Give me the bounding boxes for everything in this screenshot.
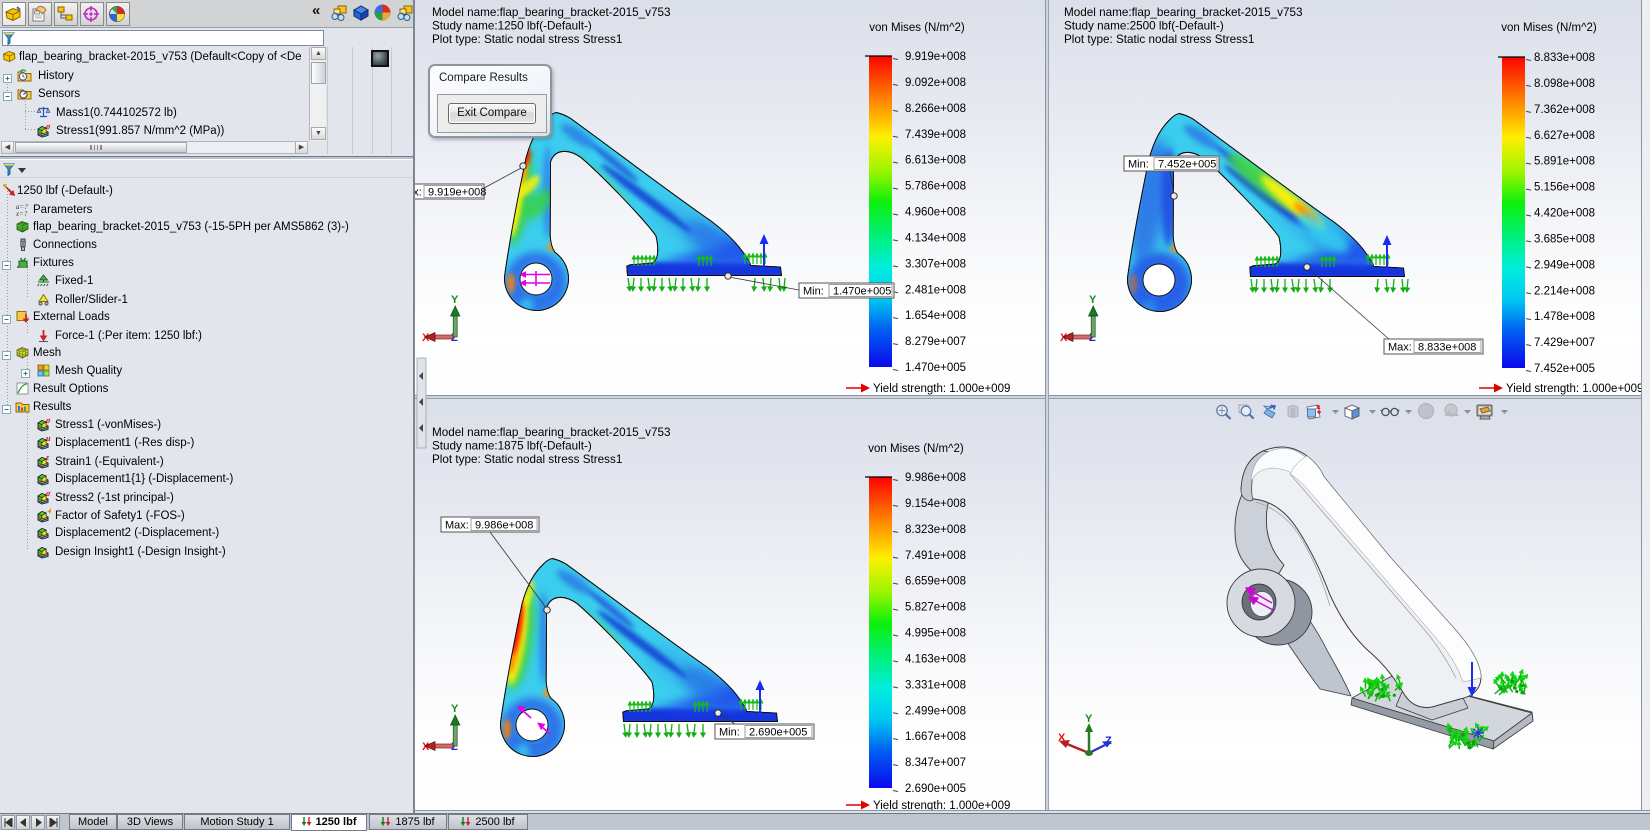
svg-text:Max:: Max: [1388, 342, 1412, 354]
svg-text:Min:: Min: [719, 727, 740, 739]
svg-text:Plot type: Static nodal stress: Plot type: Static nodal stress Stress1 [432, 453, 622, 466]
svg-text:9.154e+008: 9.154e+008 [905, 498, 966, 510]
svg-text:7.452e+005: 7.452e+005 [1158, 159, 1216, 171]
svg-text:9.092e+008: 9.092e+008 [905, 77, 966, 89]
svg-text:9.919e+008: 9.919e+008 [905, 51, 966, 63]
svg-text:6.659e+008: 6.659e+008 [905, 576, 966, 588]
svg-text:2.690e+005: 2.690e+005 [905, 783, 966, 795]
svg-text:7.429e+007: 7.429e+007 [1534, 337, 1595, 349]
svg-text:8.323e+008: 8.323e+008 [905, 524, 966, 536]
svg-text:8.279e+007: 8.279e+007 [905, 336, 966, 348]
svg-text:Y: Y [451, 294, 459, 306]
svg-text:1.470e+005: 1.470e+005 [905, 362, 966, 374]
svg-text:3.685e+008: 3.685e+008 [1534, 233, 1595, 245]
svg-text:Min:: Min: [803, 286, 824, 298]
svg-text:Study name:1875 lbf(-Default-): Study name:1875 lbf(-Default-) [432, 440, 592, 453]
svg-text:Yield strength: 1.000e+009: Yield strength: 1.000e+009 [873, 383, 1010, 395]
svg-text:3.307e+008: 3.307e+008 [905, 258, 966, 270]
svg-text:2.481e+008: 2.481e+008 [905, 284, 966, 296]
svg-text:1.667e+008: 1.667e+008 [905, 731, 966, 743]
svg-text:Study name:2500 lbf(-Default-): Study name:2500 lbf(-Default-) [1064, 20, 1224, 33]
svg-text:σ: σ [46, 417, 51, 425]
svg-text:8.833e+008: 8.833e+008 [1534, 52, 1595, 64]
svg-text:Model name:flap_bearing_bracke: Model name:flap_bearing_bracket-2015_v75… [432, 426, 670, 439]
svg-text:1.470e+005: 1.470e+005 [833, 286, 891, 298]
svg-text:Model name:flap_bearing_bracke: Model name:flap_bearing_bracket-2015_v75… [432, 6, 670, 19]
svg-text:6.627e+008: 6.627e+008 [1534, 130, 1595, 142]
svg-text:4.163e+008: 4.163e+008 [905, 653, 966, 665]
svg-text:Yield strength: 1.000e+009: Yield strength: 1.000e+009 [1506, 383, 1643, 395]
svg-text:von Mises (N/m^2): von Mises (N/m^2) [1501, 22, 1597, 34]
svg-text:Max:: Max: [445, 520, 469, 532]
svg-text:4.960e+008: 4.960e+008 [905, 207, 966, 219]
svg-text:Y: Y [451, 703, 459, 715]
svg-text:2.949e+008: 2.949e+008 [1534, 259, 1595, 271]
svg-text:3.331e+008: 3.331e+008 [905, 679, 966, 691]
svg-text:Model name:flap_bearing_bracke: Model name:flap_bearing_bracket-2015_v75… [1064, 6, 1302, 19]
svg-text:✦: ✦ [46, 508, 51, 516]
svg-text:7.491e+008: 7.491e+008 [905, 550, 966, 562]
svg-text:4.134e+008: 4.134e+008 [905, 232, 966, 244]
svg-text:8.098e+008: 8.098e+008 [1534, 78, 1595, 90]
svg-text:Max:: Max: [415, 187, 422, 199]
svg-text:7.452e+005: 7.452e+005 [1534, 363, 1595, 375]
svg-text:5.786e+008: 5.786e+008 [905, 181, 966, 193]
svg-text:8.833e+008: 8.833e+008 [1418, 342, 1476, 354]
svg-text:1.654e+008: 1.654e+008 [905, 310, 966, 322]
svg-text:Y: Y [1089, 294, 1097, 306]
svg-text:σ: σ [46, 123, 51, 131]
svg-text:4.420e+008: 4.420e+008 [1534, 208, 1595, 220]
svg-text:von Mises (N/m^2): von Mises (N/m^2) [868, 443, 964, 455]
svg-text:8.347e+007: 8.347e+007 [905, 757, 966, 769]
svg-text:5.891e+008: 5.891e+008 [1534, 156, 1595, 168]
svg-text:1.478e+008: 1.478e+008 [1534, 311, 1595, 323]
svg-text:Study name:1250 lbf(-Default-): Study name:1250 lbf(-Default-) [432, 20, 592, 33]
svg-text:4.995e+008: 4.995e+008 [905, 628, 966, 640]
svg-text:5.156e+008: 5.156e+008 [1534, 182, 1595, 194]
svg-text:u: u [46, 435, 51, 443]
svg-text:x=?: x=? [15, 210, 28, 217]
svg-text:Plot type: Static nodal stress: Plot type: Static nodal stress Stress1 [432, 33, 622, 46]
svg-text:8.266e+008: 8.266e+008 [905, 103, 966, 115]
svg-text:Plot type: Static nodal stress: Plot type: Static nodal stress Stress1 [1064, 33, 1254, 46]
svg-text:9.919e+008: 9.919e+008 [428, 187, 486, 199]
svg-text:σ: σ [46, 490, 51, 498]
svg-text:9.986e+008: 9.986e+008 [905, 472, 966, 484]
svg-text:ε: ε [46, 454, 50, 462]
svg-text:2.499e+008: 2.499e+008 [905, 705, 966, 717]
svg-text:2.690e+005: 2.690e+005 [749, 727, 807, 739]
svg-text:7.362e+008: 7.362e+008 [1534, 104, 1595, 116]
svg-text:Min:: Min: [1128, 159, 1149, 171]
svg-text:9.986e+008: 9.986e+008 [475, 520, 533, 532]
svg-text:5.827e+008: 5.827e+008 [905, 602, 966, 614]
svg-text:6.613e+008: 6.613e+008 [905, 155, 966, 167]
svg-text:7.439e+008: 7.439e+008 [905, 129, 966, 141]
svg-text:2.214e+008: 2.214e+008 [1534, 285, 1595, 297]
svg-text:von Mises (N/m^2): von Mises (N/m^2) [869, 22, 965, 34]
